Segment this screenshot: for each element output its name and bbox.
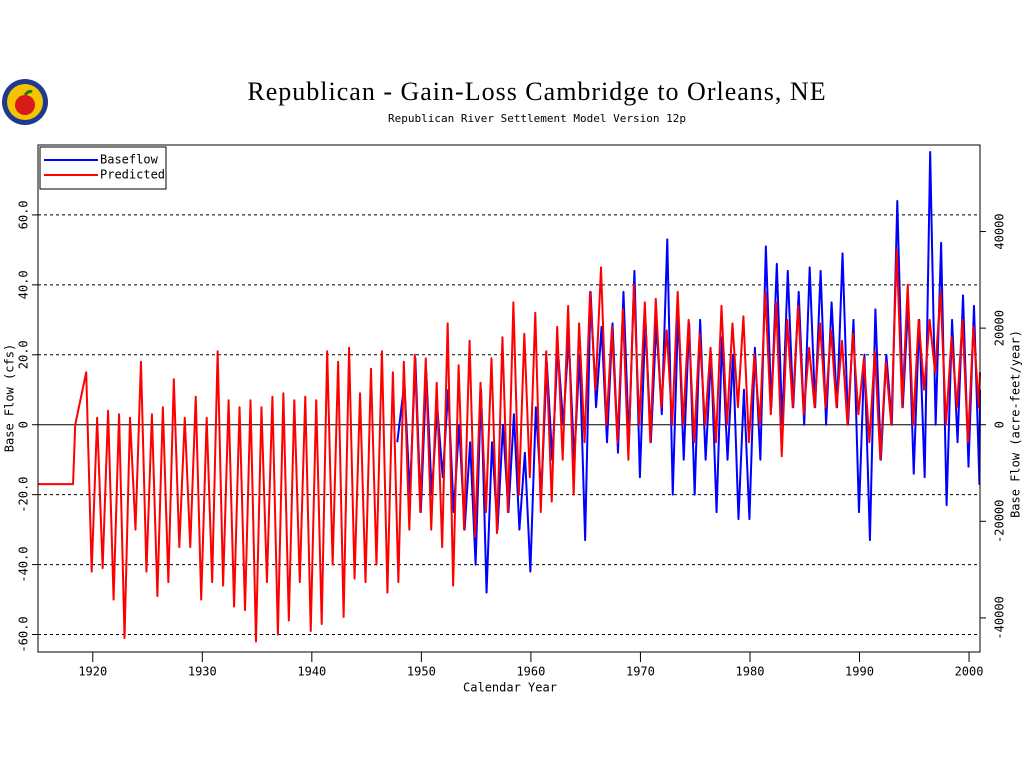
legend-label: Predicted [100,168,165,182]
y2-tick-label: 0 [993,421,1007,428]
y2-tick-label: -20000 [993,500,1007,543]
legend-label: Baseflow [100,153,159,167]
x-axis-label: Calendar Year [463,681,557,695]
y2-tick-label: -40000 [993,596,1007,639]
y-axis-label: Base Flow (cfs) [3,344,17,452]
y-tick-label: 0 [17,421,31,428]
y-tick-label: -40.0 [17,547,31,583]
logo [2,79,48,125]
plot-frame [37,144,981,653]
x-tick-label: 1940 [297,665,326,679]
chart-title: Republican - Gain-Loss Cambridge to Orle… [247,77,826,106]
x-tick-label: 2000 [955,665,984,679]
y2-axis-label: Base Flow (acre-feet/year) [1009,330,1023,518]
x-tick-label: 1960 [516,665,545,679]
chart-subtitle: Republican River Settlement Model Versio… [388,112,686,125]
x-tick-label: 1970 [626,665,655,679]
y-tick-label: -20.0 [17,477,31,513]
x-tick-label: 1990 [845,665,874,679]
y-tick-label: 60.0 [17,200,31,229]
y-tick-label: 20.0 [17,340,31,369]
y-tick-label: -60.0 [17,616,31,652]
x-tick-label: 1920 [78,665,107,679]
y2-tick-label: 20000 [993,310,1007,346]
y2-tick-label: 40000 [993,213,1007,249]
series-line [38,248,981,643]
x-tick-label: 1950 [407,665,436,679]
x-tick-label: 1930 [188,665,217,679]
x-tick-label: 1980 [736,665,765,679]
legend-box [39,146,167,190]
y-tick-label: 40.0 [17,270,31,299]
